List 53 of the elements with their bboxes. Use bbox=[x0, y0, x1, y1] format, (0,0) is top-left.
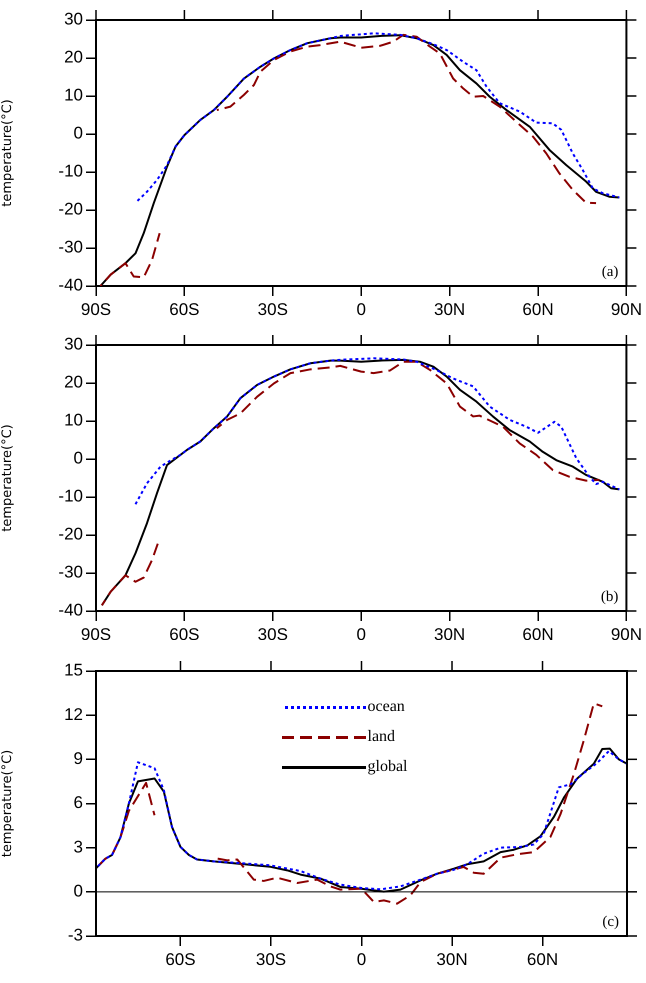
x-tick-label: 60S bbox=[165, 950, 196, 969]
y-tick-label: 10 bbox=[64, 86, 83, 105]
y-tick-label: -10 bbox=[58, 486, 83, 506]
x-tick-label: 30N bbox=[436, 950, 468, 969]
y-tick-label: -30 bbox=[58, 238, 83, 257]
y-tick-label: -3 bbox=[68, 926, 83, 945]
x-tick-label: 60S bbox=[169, 624, 200, 644]
y-tick-label: -40 bbox=[58, 276, 83, 295]
y-axis-title: temperature(°C) bbox=[0, 424, 16, 532]
y-tick-label: -10 bbox=[58, 162, 83, 181]
y-tick-label: 9 bbox=[74, 749, 83, 768]
y-axis-title: temperature(°C) bbox=[0, 99, 16, 207]
y-tick-label: 10 bbox=[64, 410, 83, 430]
line-series bbox=[134, 32, 620, 204]
y-tick-label: 12 bbox=[64, 704, 83, 724]
x-tick-label: 60N bbox=[526, 950, 558, 969]
y-tick-label: 20 bbox=[64, 372, 83, 392]
x-tick-label: 30S bbox=[258, 624, 288, 644]
annotation: (b) bbox=[600, 589, 618, 605]
x-tick-label: 90N bbox=[610, 624, 642, 644]
y-tick-label: -30 bbox=[58, 562, 83, 582]
line-series bbox=[134, 357, 620, 506]
y-tick-label: 0 bbox=[74, 124, 83, 143]
y-tick-label: 0 bbox=[74, 882, 83, 901]
annotation: (a) bbox=[602, 264, 618, 280]
y-tick-label: -20 bbox=[58, 524, 83, 544]
x-tick-label: 30S bbox=[258, 300, 288, 319]
x-tick-label: 30S bbox=[256, 950, 286, 969]
x-tick-label: 90S bbox=[80, 300, 112, 319]
y-tick-label: 3 bbox=[74, 837, 83, 856]
x-tick-label: 0 bbox=[356, 624, 366, 644]
x-tick-label: 30N bbox=[434, 624, 466, 644]
y-tick-label: 15 bbox=[64, 660, 83, 680]
x-tick-label: 90S bbox=[80, 624, 112, 644]
x-tick-label: 60S bbox=[169, 300, 200, 319]
y-tick-label: 20 bbox=[64, 48, 83, 67]
legend-label: global bbox=[368, 757, 408, 777]
x-tick-label: 0 bbox=[356, 300, 366, 319]
x-tick-label: 60N bbox=[522, 624, 554, 644]
y-tick-label: 0 bbox=[74, 448, 83, 468]
x-tick-label: 30N bbox=[434, 300, 466, 319]
y-tick-label: -20 bbox=[58, 200, 83, 219]
legend-label: ocean bbox=[368, 697, 405, 717]
x-tick-label: 90N bbox=[610, 300, 642, 319]
legend-label: land bbox=[368, 727, 396, 747]
x-tick-label: 60N bbox=[522, 300, 554, 319]
y-tick-label: 30 bbox=[64, 10, 83, 29]
y-tick-label: 6 bbox=[74, 793, 83, 812]
y-axis-title: temperature(°C) bbox=[0, 750, 16, 858]
x-tick-label: 0 bbox=[356, 950, 366, 969]
y-tick-label: 30 bbox=[64, 334, 83, 354]
y-tick-label: -40 bbox=[58, 600, 83, 620]
annotation: (c) bbox=[602, 914, 619, 930]
